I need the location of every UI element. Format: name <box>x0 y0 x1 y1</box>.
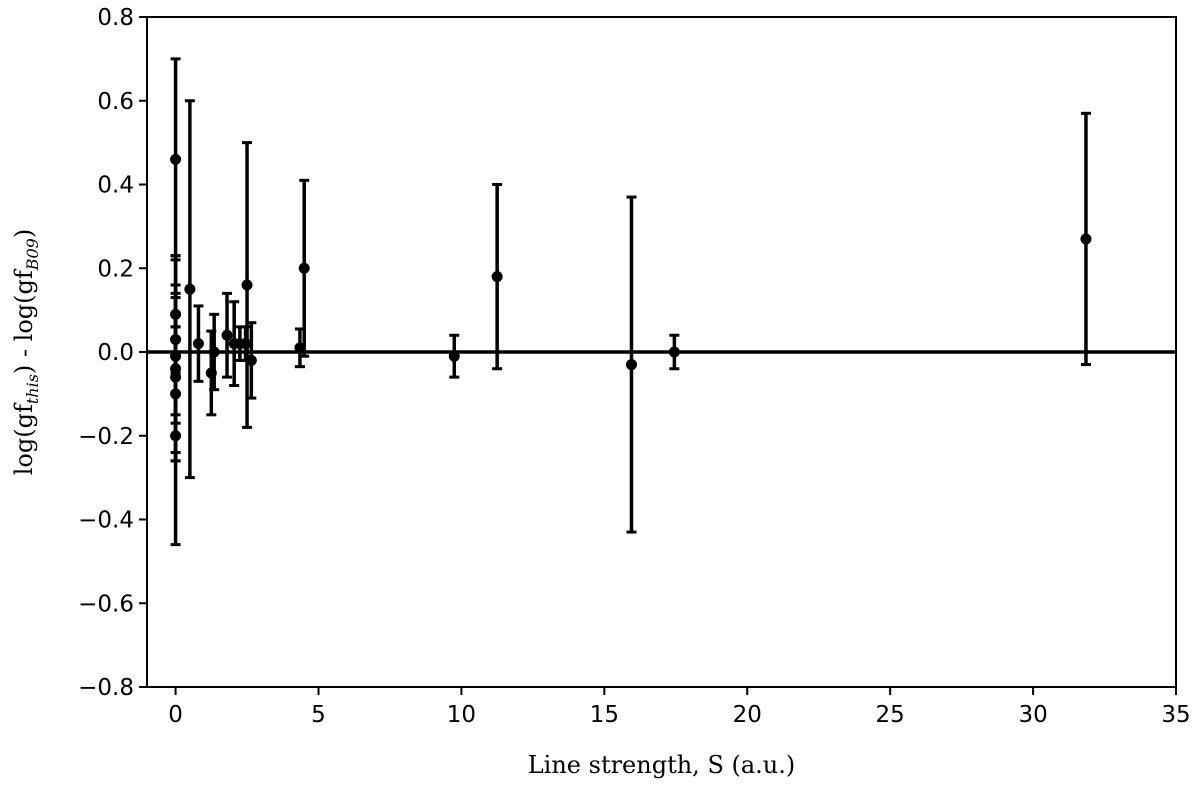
data-point <box>170 333 182 345</box>
x-tick-label: 10 <box>447 702 476 728</box>
x-tick-label: 35 <box>1161 702 1190 728</box>
x-tick-label: 5 <box>311 702 326 728</box>
y-tick-label: −0.4 <box>78 508 134 534</box>
data-point <box>221 329 233 341</box>
y-axis-label: log(gfthis) - log(gfB09) <box>10 229 42 476</box>
data-points <box>170 153 1092 442</box>
y-axis: −0.8 −0.6 −0.4 −0.2 0.0 0.2 0.4 0.6 0.8 <box>78 5 147 701</box>
y-axis-label-part: ) <box>10 229 38 238</box>
y-tick-label: −0.8 <box>78 675 134 701</box>
y-tick-label: 0.6 <box>97 89 134 115</box>
data-point <box>170 308 182 320</box>
y-tick-label: 0.8 <box>97 5 134 31</box>
x-tick-label: 15 <box>590 702 619 728</box>
data-point <box>170 363 182 375</box>
y-tick-label: 0.0 <box>97 340 134 366</box>
data-point <box>1080 233 1092 245</box>
data-point <box>241 279 253 291</box>
y-tick-label: 0.4 <box>97 173 134 199</box>
data-point <box>245 354 257 366</box>
x-tick-label: 20 <box>733 702 762 728</box>
y-axis-label-subscript: this <box>23 374 42 404</box>
x-axis: 0 5 10 15 20 25 30 35 <box>168 687 1191 728</box>
y-axis-label-part: ) - log(gf <box>10 268 38 374</box>
y-tick-label: −0.2 <box>78 424 134 450</box>
x-axis-label: Line strength, S (a.u.) <box>528 751 796 779</box>
data-point <box>184 283 196 295</box>
y-axis-label-part: log(gf <box>10 402 38 475</box>
y-tick-label: 0.2 <box>97 256 134 282</box>
x-tick-label: 0 <box>168 702 183 728</box>
data-point <box>192 338 204 350</box>
data-point <box>170 430 182 442</box>
data-point <box>625 359 637 371</box>
y-tick-label: −0.6 <box>78 591 134 617</box>
x-tick-label: 30 <box>1018 702 1047 728</box>
data-point <box>205 367 217 379</box>
data-point <box>240 338 252 350</box>
data-point <box>170 371 182 383</box>
data-point <box>170 388 182 400</box>
data-point <box>170 153 182 165</box>
error-bars <box>170 57 1091 547</box>
data-point <box>298 262 310 274</box>
data-point <box>491 271 503 283</box>
x-tick-label: 25 <box>876 702 905 728</box>
y-axis-label-subscript: B09 <box>23 238 42 271</box>
